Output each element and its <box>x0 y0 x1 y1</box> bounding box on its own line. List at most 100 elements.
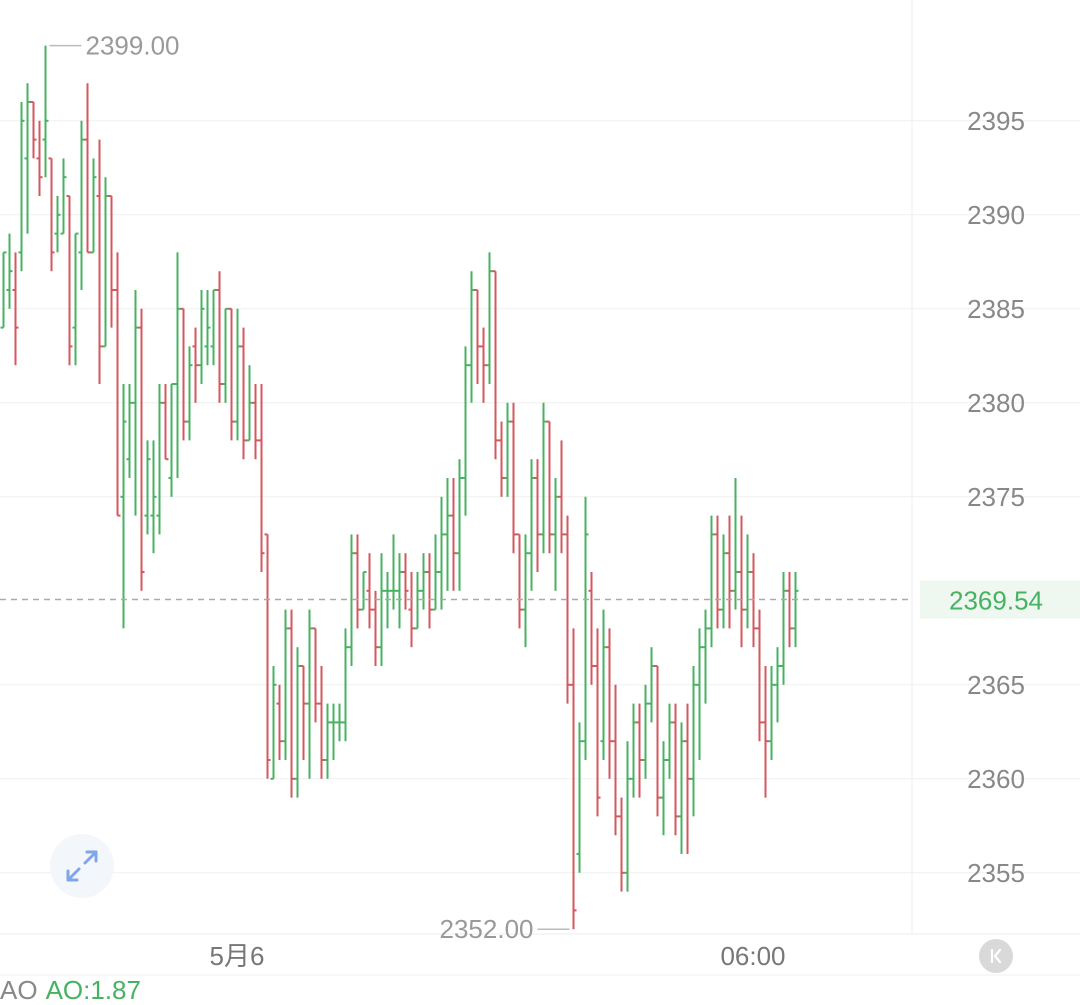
ohlc-bar <box>342 628 349 742</box>
y-tick-label: 2380 <box>967 388 1025 418</box>
ohlc-bar <box>684 703 691 854</box>
ohlc-bar <box>534 459 541 572</box>
ohlc-bar <box>564 515 571 704</box>
ohlc-bar <box>210 289 217 366</box>
ohlc-bar <box>48 157 55 272</box>
ohlc-bar <box>426 553 433 629</box>
ohlc-bar <box>480 327 487 403</box>
min-price-label: 2352.00 <box>440 914 534 944</box>
ohlc-bar <box>726 515 733 629</box>
y-tick-label: 2385 <box>967 294 1025 324</box>
ohlc-bar <box>786 572 793 648</box>
annotations: 2399.00 2352.00 2369.54 <box>0 31 1080 944</box>
ohlc-bar <box>414 572 421 630</box>
x-tick-label: 06:00 <box>720 941 785 971</box>
indicator-value: AO:1.87 <box>45 975 141 1005</box>
ohlc-bar <box>306 609 313 779</box>
ohlc-bar <box>348 534 355 666</box>
ohlc-bar <box>96 139 103 384</box>
ohlc-bar <box>270 666 277 780</box>
ohlc-bar <box>708 515 715 648</box>
ohlc-bar <box>312 627 319 723</box>
ohlc-bar <box>0 251 7 329</box>
ohlc-bar <box>150 440 157 554</box>
ohlc-bar <box>132 290 139 516</box>
ohlc-bar <box>294 647 301 798</box>
ohlc-bar <box>606 628 613 779</box>
indicator-bar: AO AO:1.87 <box>0 977 141 1003</box>
ohlc-bar <box>228 307 235 441</box>
ohlc-bar <box>552 478 559 591</box>
ohlc-bar <box>498 421 505 497</box>
ohlc-bar <box>84 83 91 254</box>
ohlc-bar <box>558 440 565 554</box>
ohlc-bar <box>714 515 721 629</box>
ohlc-bar <box>762 666 769 798</box>
ohlc-bar <box>18 102 25 272</box>
ohlc-bar <box>90 158 97 254</box>
collapse-left-icon <box>990 948 1002 964</box>
ohlc-bar <box>654 665 661 817</box>
collapse-button[interactable] <box>979 939 1013 973</box>
ohlc-bar <box>204 290 211 366</box>
ohlc-bar <box>318 666 325 779</box>
ohlc-bar <box>642 684 649 779</box>
indicator-name: AO <box>0 975 38 1005</box>
ohlc-bars <box>0 45 799 930</box>
current-price-label: 2369.54 <box>949 585 1043 615</box>
ohlc-bar <box>264 533 271 779</box>
ohlc-bar <box>390 534 397 610</box>
ohlc-bar <box>186 346 193 441</box>
ohlc-bar <box>354 534 361 629</box>
ohlc-bar <box>660 741 667 836</box>
y-tick-label: 2375 <box>967 482 1025 512</box>
ohlc-bar <box>756 609 763 742</box>
ohlc-bar <box>672 703 679 836</box>
ohlc-bar <box>546 420 553 554</box>
ohlc-bar <box>60 158 67 235</box>
ohlc-bar <box>630 703 637 798</box>
expand-arrows-icon <box>66 850 98 882</box>
grid-layer <box>0 0 1080 976</box>
ohlc-bar <box>192 327 199 403</box>
ohlc-bar <box>492 270 499 460</box>
ohlc-bar <box>126 384 133 478</box>
y-tick-label: 2365 <box>967 670 1025 700</box>
ohlc-bar <box>366 553 373 629</box>
ohlc-bar <box>408 572 415 648</box>
ohlc-bar <box>78 120 85 290</box>
ohlc-bar <box>774 647 781 723</box>
ohlc-bar <box>750 553 757 648</box>
expand-button[interactable] <box>50 834 114 898</box>
ohlc-bar <box>702 609 709 704</box>
ohlc-bar <box>12 252 19 366</box>
ohlc-bar <box>402 553 409 610</box>
ohlc-bar <box>258 384 265 572</box>
ohlc-bar <box>510 402 517 554</box>
ohlc-bar <box>396 553 403 629</box>
ohlc-bar <box>372 590 379 666</box>
x-axis: 5月6 06:00 <box>210 941 786 971</box>
ohlc-bar <box>720 534 727 629</box>
ohlc-bar <box>144 440 151 535</box>
ohlc-bar <box>678 722 685 854</box>
ohlc-bar <box>36 120 43 196</box>
ohlc-bar <box>282 609 289 760</box>
ohlc-bar <box>738 515 745 648</box>
ohlc-bar <box>618 797 625 892</box>
ohlc-bar <box>360 571 367 611</box>
ohlc-bar <box>600 609 607 760</box>
ohlc-bar <box>444 478 451 591</box>
ohlc-bar <box>216 271 223 403</box>
y-tick-label: 2355 <box>967 858 1025 888</box>
ohlc-bar <box>648 647 655 723</box>
ohlc-bar <box>570 628 577 930</box>
ohlc-bar <box>768 666 775 760</box>
ohlc-bar <box>582 496 589 760</box>
ohlc-bar <box>588 572 595 685</box>
ohlc-bar <box>690 666 697 817</box>
x-tick-label: 5月6 <box>210 941 265 971</box>
ohlc-bar <box>576 722 583 873</box>
ohlc-bar <box>114 252 121 517</box>
